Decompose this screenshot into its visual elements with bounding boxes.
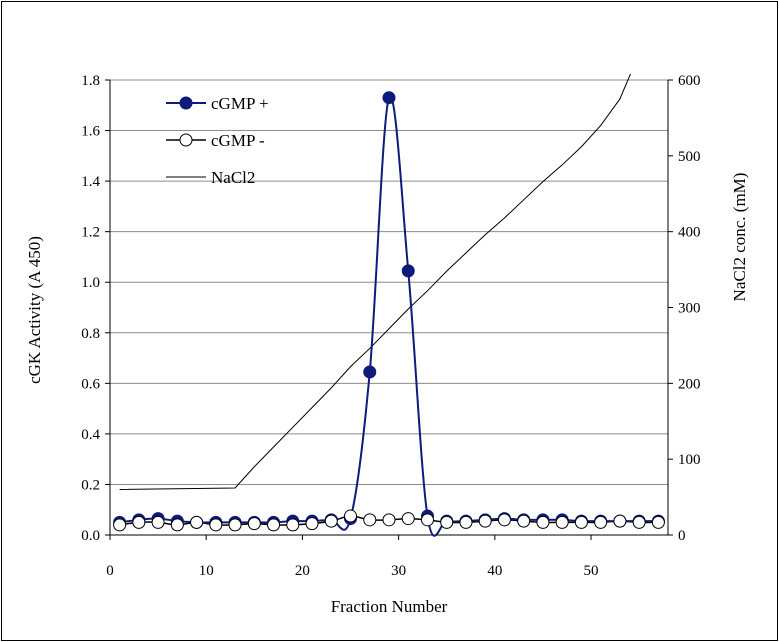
cgmp-plus-point-13 — [363, 365, 377, 379]
y-left-tick-label-0: 0.0 — [81, 528, 100, 544]
y-axis-right-title: NaCl2 conc. (mM) — [730, 173, 749, 302]
cgmp-minus-point-2 — [151, 515, 165, 529]
cgmp-minus-point-1 — [132, 515, 146, 529]
cgmp-plus-point-15 — [401, 264, 415, 278]
x-tick-label-2: 20 — [295, 563, 310, 579]
y-left-tick-label-8: 1.6 — [81, 124, 100, 140]
y-right-tick-label-6: 600 — [678, 73, 701, 89]
series-layer — [113, 74, 665, 537]
y-right-tick-label-1: 100 — [678, 452, 701, 468]
x-tick-label-1: 10 — [199, 563, 214, 579]
x-tick-label-0: 0 — [106, 563, 114, 579]
cgmp-minus-point-11 — [324, 514, 338, 528]
x-axis-title: Fraction Number — [331, 597, 448, 616]
cgmp-minus-point-10 — [305, 517, 319, 531]
cgmp-minus-point-4 — [190, 515, 204, 529]
legend-label-cgmp-plus: cGMP + — [211, 94, 269, 113]
cgmp-minus-point-22 — [536, 515, 550, 529]
x-tick-label-3: 30 — [391, 563, 406, 579]
y-left-tick-label-7: 1.4 — [81, 174, 100, 190]
axes-layer — [105, 79, 673, 540]
cgmp-minus-point-5 — [209, 518, 223, 532]
y-left-tick-label-6: 1.2 — [81, 225, 100, 241]
y-left-tick-label-5: 1.0 — [81, 275, 100, 291]
cgmp-minus-point-0 — [113, 518, 127, 532]
cgmp-minus-point-6 — [228, 518, 242, 532]
y-right-tick-label-2: 200 — [678, 376, 701, 392]
y-right-tick-label-5: 500 — [678, 149, 701, 165]
y-left-tick-label-4: 0.8 — [81, 326, 100, 342]
cgmp-minus-point-18 — [459, 515, 473, 529]
legend-label-cgmp-minus: cGMP - — [211, 131, 265, 150]
x-tick-label-5: 50 — [584, 563, 599, 579]
grid-layer — [110, 79, 668, 485]
cgmp-minus-point-15 — [401, 512, 415, 526]
y-left-tick-label-9: 1.8 — [81, 73, 100, 89]
legend-label-nacl2: NaCl2 — [211, 168, 255, 187]
legend-marker-cgmp-plus — [179, 96, 193, 110]
y-right-tick-label-0: 0 — [678, 528, 686, 544]
cgmp-minus-point-19 — [478, 514, 492, 528]
legend: cGMP + cGMP - NaCl2 — [166, 94, 269, 187]
cgmp-minus-point-27 — [632, 515, 646, 529]
cgmp-minus-point-28 — [651, 515, 665, 529]
cgmp-plus-point-14 — [382, 91, 396, 105]
y-right-tick-label-4: 400 — [678, 225, 701, 241]
cgmp-minus-point-9 — [286, 518, 300, 532]
cgmp-minus-point-13 — [363, 513, 377, 527]
legend-marker-cgmp-minus — [179, 133, 193, 147]
cgmp-minus-point-8 — [267, 518, 281, 532]
y-left-tick-label-1: 0.2 — [81, 477, 100, 493]
cgmp-minus-point-17 — [440, 515, 454, 529]
labels-layer: Fraction Number cGK Activity (A 450) NaC… — [25, 73, 749, 616]
y-left-tick-label-2: 0.4 — [81, 427, 100, 443]
cgmp-minus-point-26 — [613, 514, 627, 528]
series-nacl2-line — [119, 74, 631, 490]
y-right-tick-label-3: 300 — [678, 301, 701, 317]
cgmp-minus-point-20 — [497, 513, 511, 527]
cgmp-minus-point-23 — [555, 515, 569, 529]
cgmp-minus-point-14 — [382, 513, 396, 527]
x-tick-label-4: 40 — [487, 563, 502, 579]
cgmp-minus-point-21 — [517, 514, 531, 528]
y-axis-left-title: cGK Activity (A 450) — [25, 236, 44, 384]
cgmp-minus-point-25 — [594, 515, 608, 529]
cgmp-minus-point-3 — [170, 518, 184, 532]
cgmp-minus-point-16 — [420, 513, 434, 527]
cgmp-minus-point-24 — [574, 515, 588, 529]
y-left-tick-label-3: 0.6 — [81, 376, 100, 392]
cgmp-minus-point-7 — [247, 517, 261, 531]
cgmp-minus-point-12 — [344, 509, 358, 523]
